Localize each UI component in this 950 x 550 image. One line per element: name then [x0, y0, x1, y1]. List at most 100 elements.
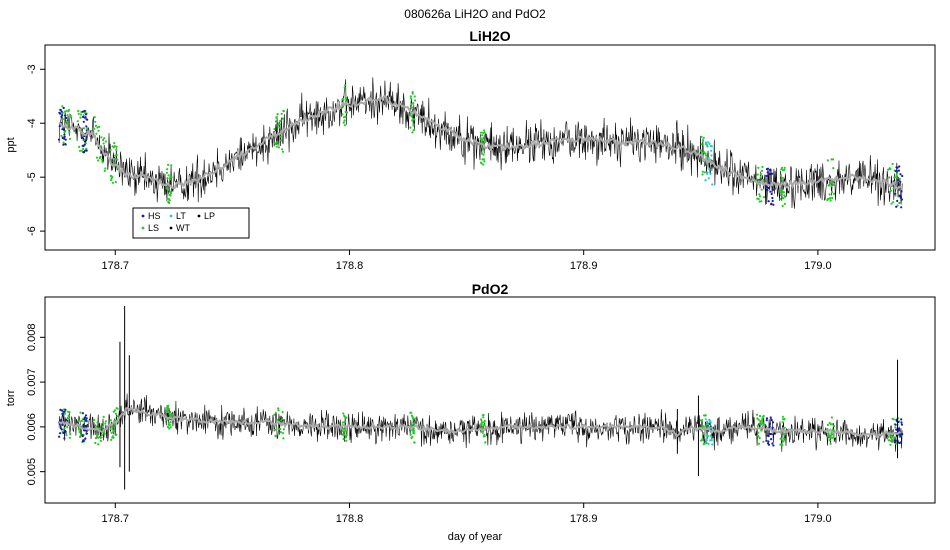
x-tick-label-pdo2: 178.7 — [101, 513, 129, 525]
sample-point — [165, 419, 168, 422]
sample-point — [707, 423, 710, 426]
sample-point — [116, 415, 119, 418]
sample-point — [281, 150, 285, 153]
sample-point — [766, 189, 769, 192]
sample-point — [705, 438, 708, 441]
sample-point — [168, 178, 171, 181]
sample-point — [78, 149, 82, 152]
sample-point — [64, 130, 67, 133]
sample-point — [109, 428, 112, 431]
sample-point — [167, 163, 170, 166]
sample-point — [68, 131, 71, 134]
sample-point — [889, 167, 892, 171]
sample-point — [771, 199, 774, 203]
sample-point — [900, 198, 904, 201]
sample-point — [413, 432, 416, 435]
sample-point — [898, 427, 901, 430]
sample-mark-group-lih2o-hs-2 — [765, 167, 775, 206]
sample-point — [116, 167, 119, 170]
sample-point — [169, 194, 172, 197]
sample-point — [95, 156, 99, 159]
sample-point — [410, 115, 413, 118]
sample-point — [102, 421, 105, 424]
sample-point — [63, 110, 67, 113]
sample-point — [762, 414, 765, 417]
sample-point — [711, 426, 714, 429]
legend-label: LS — [148, 223, 159, 233]
sample-point — [345, 439, 348, 442]
legend-marker — [141, 226, 145, 230]
sample-point — [114, 158, 117, 161]
panel-pdo2: PdO2 torr 178.7 178.8 178.9 179.0 0.005 0.006… — [5, 281, 936, 525]
sample-point — [111, 175, 114, 178]
sample-point — [62, 141, 65, 144]
sample-point — [706, 151, 709, 154]
y-tick-label-pdo2: 0.008 — [26, 324, 38, 352]
sample-point — [282, 428, 285, 431]
sample-mark-group-lih2o-hs-0 — [58, 106, 68, 146]
sample-point — [169, 410, 172, 414]
sample-point — [273, 128, 276, 131]
x-tick-label-lih2o: 178.8 — [336, 260, 364, 272]
sample-point — [113, 409, 116, 412]
sample-point — [109, 419, 112, 422]
sample-point — [758, 414, 762, 418]
sample-point — [66, 426, 69, 429]
sample-point — [411, 92, 414, 95]
sample-point — [702, 432, 705, 436]
sample-point — [708, 142, 711, 145]
sample-point — [63, 427, 66, 430]
sample-point — [110, 431, 113, 434]
sample-point — [894, 192, 897, 195]
sample-mark-group-lih2o-ls-1 — [76, 109, 89, 152]
sample-point — [767, 434, 770, 438]
sample-point — [81, 435, 84, 438]
sample-point — [772, 444, 775, 447]
sample-point — [769, 169, 772, 172]
sample-point — [761, 165, 764, 169]
sample-point — [414, 99, 417, 102]
sample-point — [895, 170, 899, 173]
sample-point — [112, 160, 115, 163]
sample-point — [274, 120, 277, 123]
sample-point — [102, 415, 105, 418]
sample-point — [276, 113, 279, 116]
sample-point — [169, 421, 172, 424]
sample-point — [831, 158, 835, 161]
sample-point — [765, 439, 768, 442]
sample-point — [413, 441, 416, 444]
sample-mark-group-lih2o-hs-1 — [81, 109, 89, 154]
legend-label: HS — [148, 211, 161, 221]
sample-point — [481, 421, 484, 424]
sample-point — [480, 424, 483, 427]
sample-point — [480, 418, 483, 421]
sample-point — [273, 413, 276, 416]
legend-label: LT — [176, 211, 186, 221]
sample-point — [759, 421, 762, 424]
sample-point — [756, 424, 759, 427]
sample-point — [166, 411, 169, 414]
sample-point — [79, 411, 82, 414]
sample-point — [758, 195, 762, 198]
sample-point — [342, 121, 345, 124]
sample-point — [65, 116, 68, 120]
sample-point — [343, 86, 346, 89]
sample-point — [710, 439, 713, 442]
sample-point — [169, 426, 172, 429]
sample-point — [115, 148, 118, 152]
sample-point — [766, 167, 770, 170]
sample-point — [277, 124, 280, 127]
sample-point — [345, 111, 348, 114]
sample-point — [888, 176, 891, 179]
sample-point — [344, 115, 347, 118]
sample-point — [704, 414, 707, 417]
sample-point — [482, 136, 485, 139]
sample-point — [115, 145, 118, 148]
sample-point — [769, 190, 772, 193]
sample-point — [67, 108, 71, 112]
sample-point — [84, 437, 87, 440]
sample-point — [779, 174, 783, 177]
sample-point — [766, 171, 769, 174]
sample-point — [344, 436, 347, 439]
